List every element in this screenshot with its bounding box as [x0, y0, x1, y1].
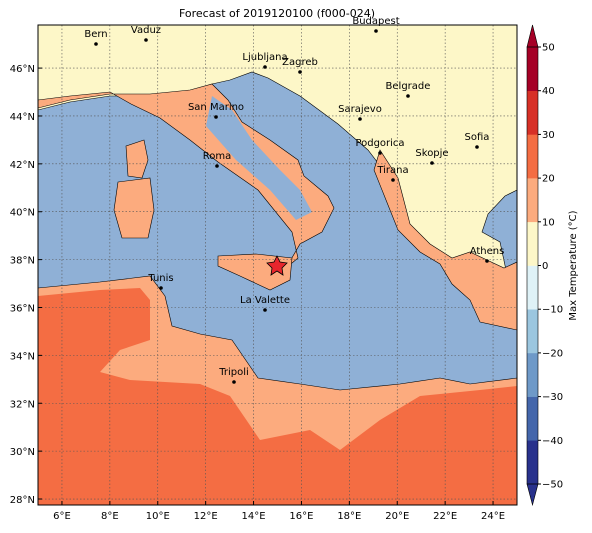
city-dot [214, 115, 218, 119]
city-label: San Marino [188, 102, 244, 113]
lon-tick-label: 6°E [53, 511, 71, 522]
colorbar-tick-label: 20 [542, 174, 555, 185]
colorbar-band [527, 134, 538, 179]
lat-tick-label: 44°N [10, 112, 35, 123]
city-dot [378, 151, 382, 155]
map-area [38, 25, 517, 505]
city-label: Tunis [147, 273, 173, 284]
lat-tick-label: 40°N [10, 208, 35, 219]
city-label: Athens [470, 246, 505, 257]
city-dot [232, 380, 236, 384]
city-dot [159, 286, 163, 290]
colorbar-tick-label: −30 [542, 392, 563, 403]
colorbar-tick-label: −50 [542, 480, 563, 491]
lon-tick-label: 18°E [337, 511, 361, 522]
colorbar-label: Max Temperature (°C) [568, 210, 579, 320]
balkan-coast [373, 149, 517, 331]
city-dot [475, 145, 479, 149]
colorbar-band [527, 309, 538, 354]
grid: 6°E 8°E 10°E 12°E 14°E 16°E 18°E 20°E 22°E 24°E 28… [10, 25, 517, 522]
city-dot [215, 164, 219, 168]
corsica [125, 139, 149, 179]
sardinia [113, 177, 155, 239]
colorbar-band [527, 396, 538, 441]
city-label: Sofia [465, 132, 490, 143]
city-dot [263, 65, 267, 69]
city-label: Ljubljana [242, 52, 287, 63]
colorbar-band [527, 221, 538, 266]
colorbar-tick-label: −40 [542, 436, 563, 447]
lat-tick-label: 36°N [10, 303, 35, 314]
colorbar-tick-label: 50 [542, 43, 555, 54]
city-label: Budapest [352, 16, 399, 27]
city-label: La Valette [240, 295, 290, 306]
city-dot [430, 161, 434, 165]
city-label: Roma [203, 151, 232, 162]
colorbar-band [527, 47, 538, 91]
city-label: Podgorica [355, 138, 404, 149]
lon-tick-label: 24°E [481, 511, 505, 522]
city-dot [263, 308, 267, 312]
colorbar-band [527, 440, 538, 485]
italy-highland [206, 96, 312, 220]
lon-tick-label: 8°E [101, 511, 119, 522]
city-dot [358, 117, 362, 121]
colorbar-band [527, 90, 538, 135]
colorbar-tick-label: 40 [542, 86, 555, 97]
colorbar-tick-label: 30 [542, 130, 555, 141]
lat-tick-label: 28°N [10, 495, 35, 506]
colorbar-band [527, 352, 538, 397]
city-label: Tirana [376, 165, 408, 176]
lat-tick-label: 38°N [10, 256, 35, 267]
colorbar-extend-top [526, 24, 539, 48]
colorbar-tick-label: 0 [542, 261, 548, 272]
lon-tick-label: 10°E [146, 511, 170, 522]
lat-tick-label: 46°N [10, 64, 35, 75]
lon-tick-label: 12°E [194, 511, 218, 522]
lat-tick-label: 34°N [10, 351, 35, 362]
colorbar-band [527, 265, 538, 310]
city-dot [144, 38, 148, 42]
city-label: Bern [84, 29, 107, 40]
lat-tick-label: 30°N [10, 447, 35, 458]
city-dot [391, 178, 395, 182]
colorbar-extend-bottom [526, 483, 539, 507]
lon-tick-label: 16°E [289, 511, 313, 522]
city-label: Skopje [415, 148, 448, 159]
lon-tick-label: 22°E [433, 511, 457, 522]
africa-inland [38, 288, 517, 505]
city-label: Sarajevo [338, 104, 382, 115]
forecast-star [266, 255, 288, 276]
lat-tick-label: 32°N [10, 399, 35, 410]
city-label: Tripoli [218, 367, 249, 378]
city-dot [406, 94, 410, 98]
colorbar-tick-label: 10 [542, 217, 555, 228]
city-dot [485, 259, 489, 263]
title: Forecast of 2019120100 (f000-024) [179, 7, 375, 20]
colorbar-band [527, 178, 538, 223]
lon-tick-label: 20°E [385, 511, 409, 522]
lon-tick-label: 14°E [242, 511, 266, 522]
city-label: Vaduz [131, 25, 161, 36]
city-label: Zagreb [282, 57, 318, 68]
city-dot [374, 29, 378, 33]
colorbar: −50 −40 −30 −20 −10 0 10 20 30 40 50 Max Temperatur… [526, 24, 579, 507]
city-dot [94, 42, 98, 46]
city-dot [298, 70, 302, 74]
city-label: Belgrade [386, 81, 431, 92]
lat-tick-label: 42°N [10, 160, 35, 171]
colorbar-tick-label: −10 [542, 305, 563, 316]
map-frame [37, 24, 518, 506]
colorbar-tick-label: −20 [542, 348, 563, 359]
